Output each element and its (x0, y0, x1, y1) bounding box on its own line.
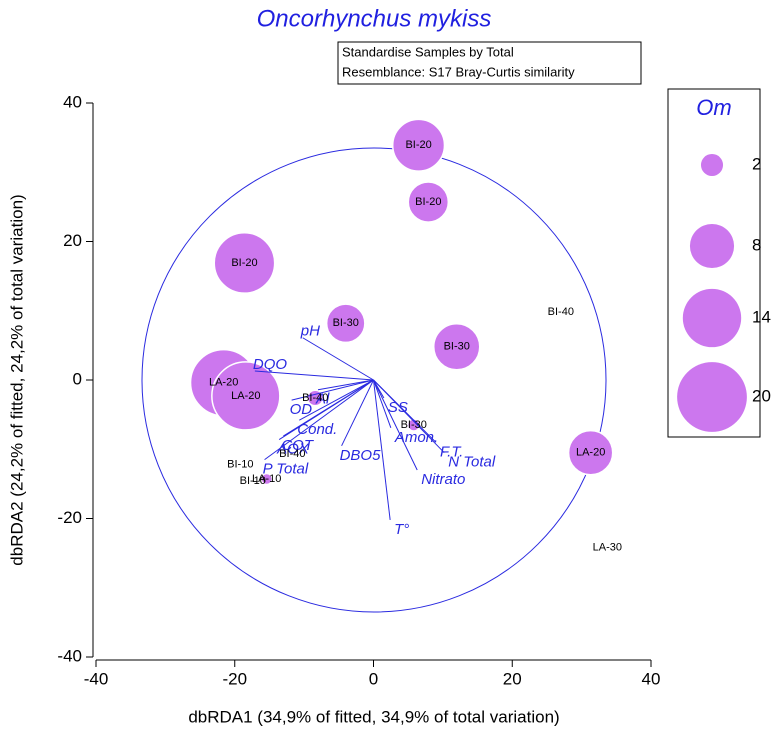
point-label: BI-20 (405, 139, 431, 151)
x-tick-label: 20 (503, 669, 522, 688)
bubble (260, 472, 273, 486)
vector (291, 379, 374, 401)
legend-label: 14 (752, 307, 771, 326)
point-label: BI-20 (231, 257, 257, 269)
point-label: LA-20 (576, 447, 605, 459)
vector-label: P Total (263, 461, 309, 478)
point-label: BI-30 (444, 341, 470, 353)
legend-label: 20 (752, 386, 771, 405)
x-tick-label: 0 (369, 669, 378, 688)
legend-label: 2 (752, 154, 761, 173)
point-label: BI-10 (227, 458, 253, 470)
y-tick-label: 0 (73, 369, 82, 388)
vector-label: DBO5 (340, 447, 382, 464)
vector (302, 337, 374, 381)
legend-bubble (682, 288, 742, 348)
vector-label: Nitrato (421, 471, 465, 488)
legend-bubble (689, 223, 735, 269)
legend-label: 8 (752, 235, 761, 254)
vector-label: Cond. (297, 421, 337, 438)
vector (373, 379, 391, 520)
bubble (407, 181, 450, 223)
vector (341, 379, 374, 447)
chart-title: Oncorhynchus mykiss (257, 5, 492, 32)
vector (317, 379, 374, 391)
bubble (306, 389, 324, 407)
vector (278, 379, 374, 440)
bubble (325, 303, 366, 344)
legend-bubble (700, 153, 724, 177)
point-label: LA-20 (209, 377, 238, 389)
vector-label: T° (394, 521, 409, 538)
y-tick-label: 40 (63, 92, 82, 111)
bubble (211, 361, 281, 431)
point-label: LA-10 (252, 473, 281, 485)
point-label: LA-20 (231, 390, 260, 402)
y-tick-label: -40 (57, 646, 82, 665)
bubble (406, 418, 421, 432)
vector-label: Al (315, 391, 330, 408)
legend-bubble (677, 362, 747, 432)
vector (299, 379, 374, 421)
bubble (567, 429, 614, 476)
correlation-circle (141, 147, 607, 613)
x-tick-label: -20 (222, 669, 247, 688)
y-axis-label: dbRDA2 (24,2% of fitted, 24,2% of total … (7, 194, 26, 565)
note-box (337, 41, 642, 85)
y-tick-label: 20 (63, 231, 82, 250)
point-label: BI-40 (302, 392, 328, 404)
point-label: BI-30 (333, 317, 359, 329)
legend-box (667, 88, 761, 438)
vector-label: OD (290, 401, 313, 418)
point-label: BI-40 (548, 306, 574, 318)
vector (373, 379, 445, 454)
point-label: BI-10 (240, 475, 266, 487)
point-label: LA-30 (593, 541, 622, 553)
vector-label: F.T. (440, 443, 463, 460)
bubble (391, 118, 446, 172)
bubble (432, 323, 481, 371)
bubble (213, 232, 276, 294)
y-tick-label: -20 (57, 508, 82, 527)
vector (373, 379, 418, 471)
vector-label: SS (388, 399, 408, 416)
x-tick-label: 40 (642, 669, 661, 688)
point-label: BI-40 (279, 448, 305, 460)
vector (264, 379, 374, 461)
note: Resemblance: S17 Bray-Curtis similarity (342, 64, 575, 79)
point-label: BI-30 (401, 419, 427, 431)
legend-title: Om (696, 95, 731, 120)
vector (373, 379, 392, 428)
vector-label: N Total (448, 454, 496, 471)
vector (254, 370, 374, 381)
point-label: BI-20 (415, 196, 441, 208)
note: Standardise Samples by Total (342, 44, 514, 59)
x-tick-label: -40 (84, 669, 109, 688)
x-axis-label: dbRDA1 (34,9% of fitted, 34,9% of total … (188, 707, 559, 726)
vector-label: pH (300, 323, 320, 340)
vector-label: DQO (253, 356, 288, 373)
